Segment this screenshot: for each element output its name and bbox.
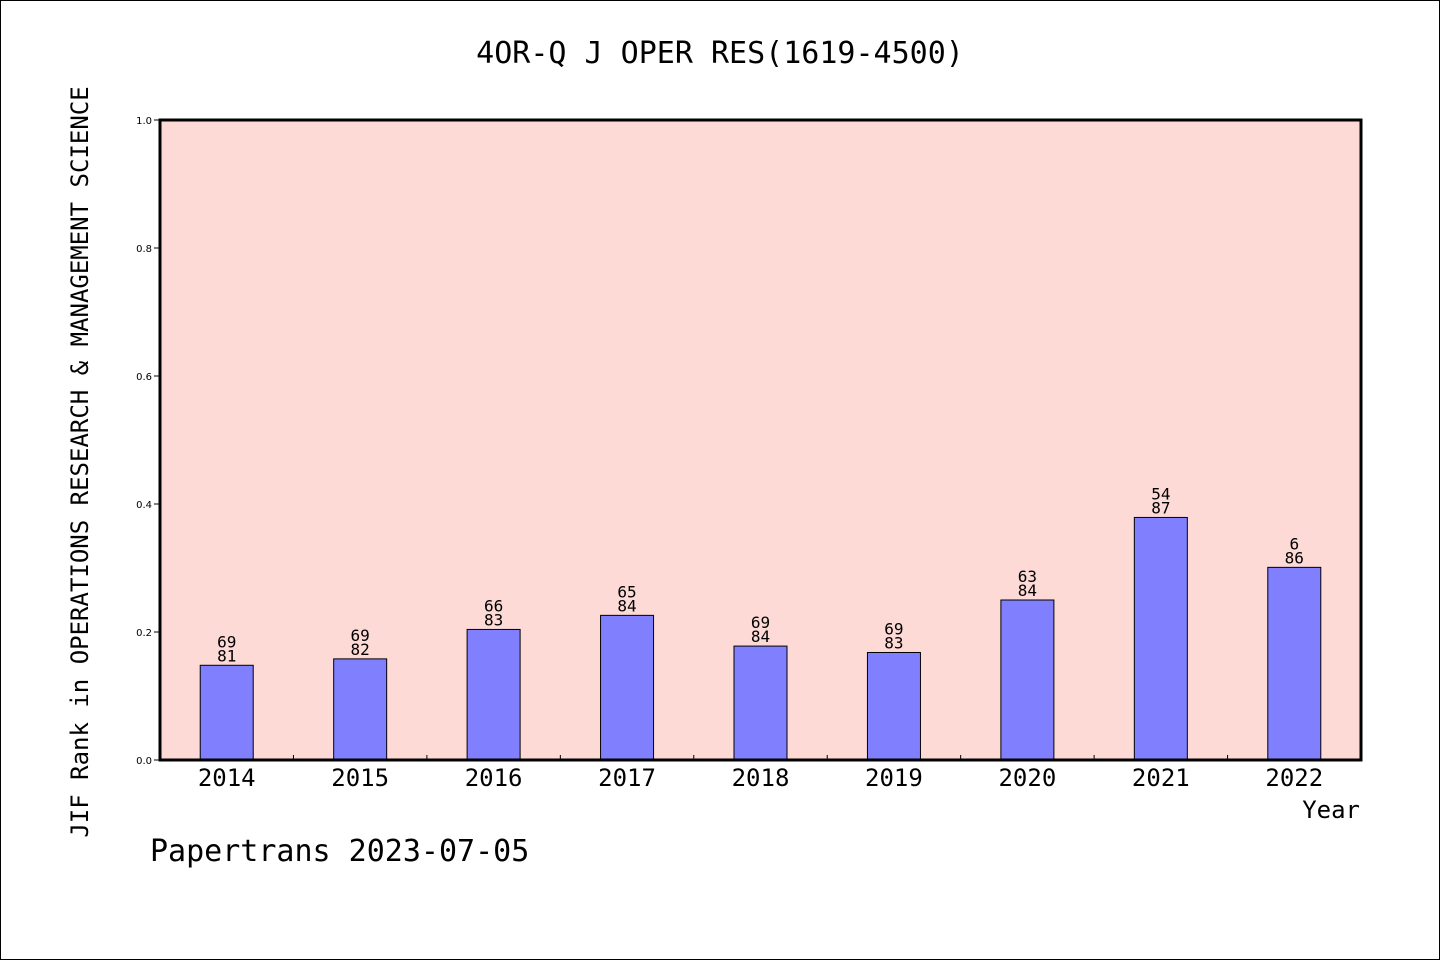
- bar-label-2017-2: 84: [617, 596, 636, 615]
- bar-2018: [733, 645, 788, 761]
- bar-2022: [1267, 566, 1322, 761]
- x-tick-label: 2018: [732, 764, 790, 792]
- bar-label-2022-1: 6: [1289, 534, 1299, 553]
- bar-label-2016-2: 83: [484, 610, 503, 629]
- bar-label-2022-2: 86: [1285, 548, 1304, 567]
- y-tick-label: 0.0: [136, 756, 152, 767]
- bar-label-2017-1: 65: [617, 582, 636, 601]
- x-tick-label: 2022: [1265, 764, 1323, 792]
- x-tick-label: 2017: [598, 764, 656, 792]
- y-tick-label: 1.0: [136, 116, 152, 127]
- bar-2017: [600, 614, 655, 761]
- bar-label-2018-1: 69: [751, 613, 770, 632]
- plot-border: [158, 118, 1363, 762]
- bar-2021: [1133, 516, 1188, 761]
- bar-label-2021-2: 87: [1151, 498, 1170, 517]
- y-tick-label: 0.6: [136, 372, 152, 383]
- bar-label-2015-1: 69: [351, 626, 370, 645]
- y-tick-label: 0.4: [136, 500, 152, 511]
- x-tick-label: 2021: [1132, 764, 1190, 792]
- bar-label-2019-2: 83: [884, 633, 903, 652]
- x-tick-label: 2016: [465, 764, 523, 792]
- bar-2014: [199, 664, 254, 761]
- bars: [199, 516, 1322, 761]
- y-tick-label: 0.2: [136, 628, 152, 639]
- bar-label-2014-1: 69: [217, 632, 236, 651]
- x-axis: 2014 2015 2016 2017 2018 2019 2020 2021 2022: [198, 755, 1323, 792]
- x-axis-label: Year: [1302, 796, 1360, 824]
- bar-label-2020-1: 63: [1018, 567, 1037, 586]
- bar-label-2021-1: 54: [1151, 484, 1170, 503]
- footer-credit: Papertrans 2023-07-05: [150, 834, 530, 869]
- bar-2019: [866, 651, 921, 761]
- x-tick-label: 2019: [865, 764, 923, 792]
- y-tick-label: 0.8: [136, 244, 152, 255]
- bar-label-2018-2: 84: [751, 627, 770, 646]
- x-tick-label: 2020: [998, 764, 1056, 792]
- chart-title: 4OR-Q J OPER RES(1619-4500): [476, 36, 964, 71]
- bar-2020: [1000, 599, 1055, 761]
- bar-label-2019-1: 69: [884, 619, 903, 638]
- x-tick-label: 2015: [331, 764, 389, 792]
- bar-2015: [333, 658, 388, 761]
- x-tick-label: 2014: [198, 764, 256, 792]
- y-axis: 0.0 0.2 0.4 0.6 0.8 1.0: [136, 116, 160, 767]
- bar-label-2014-2: 81: [217, 646, 236, 665]
- bar-label-2016-1: 66: [484, 596, 503, 615]
- y-axis-label: JIF Rank in OPERATIONS RESEARCH & MANAGE…: [66, 86, 94, 838]
- bar-label-2020-2: 84: [1018, 581, 1037, 600]
- bar-label-2015-2: 82: [351, 640, 370, 659]
- bar-2016: [466, 628, 521, 761]
